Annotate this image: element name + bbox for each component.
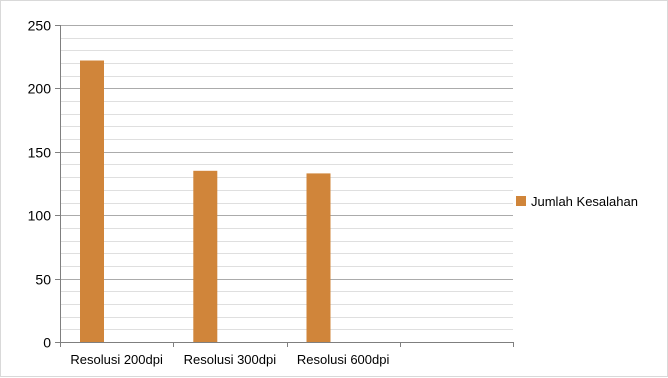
legend-label: Jumlah Kesalahan [531, 194, 638, 209]
bars [80, 60, 331, 342]
y-tick-label: 150 [28, 145, 52, 161]
x-tick-label: Resolusi 600dpi [297, 352, 390, 367]
legend-swatch [516, 196, 526, 206]
bar [193, 170, 218, 342]
bar [80, 60, 104, 342]
tick-labels: 0 50 100 150 200 250 Resolusi 200dpi Resolusi 3… [28, 18, 390, 368]
x-tick-label: Resolusi 200dpi [70, 352, 163, 367]
gridlines [60, 25, 513, 330]
legend: Jumlah Kesalahan [516, 194, 638, 209]
y-tick-label: 50 [35, 272, 51, 288]
x-tick-label: Resolusi 300dpi [184, 352, 277, 367]
bar [306, 173, 331, 342]
axes [55, 25, 514, 347]
y-tick-label: 100 [28, 208, 52, 224]
y-tick-label: 250 [28, 18, 52, 34]
y-tick-label: 0 [43, 335, 51, 351]
y-tick-label: 200 [28, 81, 52, 97]
